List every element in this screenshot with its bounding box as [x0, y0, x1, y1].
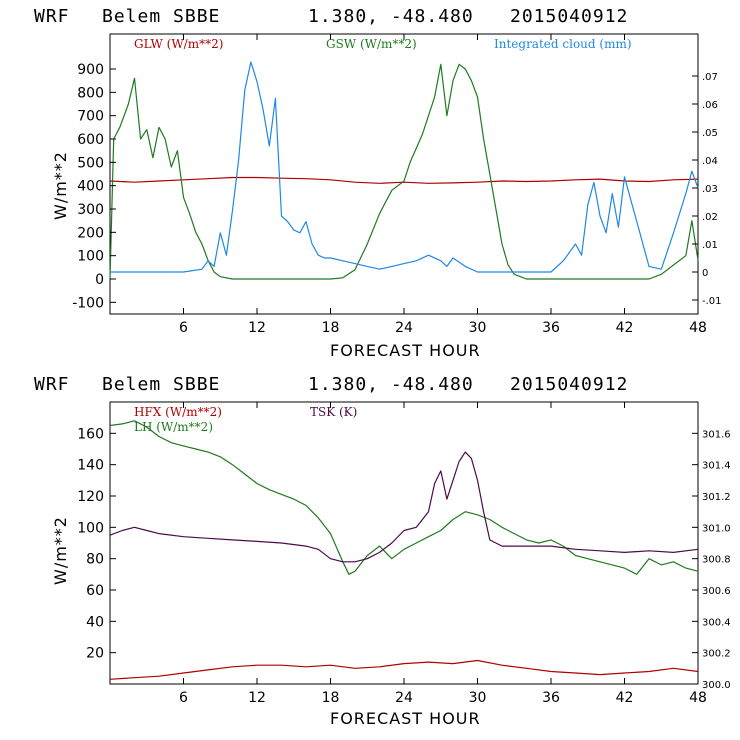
chart1-legend: GLW (W/m**2) GSW (W/m**2) Integrated clo… [134, 37, 632, 51]
chart2-y2tick-label: 300.2 [702, 649, 731, 660]
chart2-ytick-label: 160 [77, 426, 104, 442]
chart1-y2tick-label: .06 [702, 100, 718, 111]
chart1-y2tick-label: .07 [702, 72, 718, 83]
chart1-xtick-label: 42 [616, 320, 634, 336]
chart2-y2tick-label: 300.4 [702, 617, 731, 628]
chart2-xtick-label: 48 [689, 690, 707, 706]
chart1-xlabel: FORECAST HOUR [330, 341, 481, 360]
chart1-header-model: WRF [34, 6, 70, 27]
chart1-ytick-label: 900 [77, 62, 104, 78]
chart1-xtick-label: 6 [179, 320, 188, 336]
chart2-xtick-label: 18 [322, 690, 340, 706]
chart1-ytick-label: 600 [77, 132, 104, 148]
chart2-series-hfx-line [109, 659, 699, 680]
chart2-ytick-label: 60 [86, 583, 104, 599]
chart2-xtick-label: 6 [179, 690, 188, 706]
chart1-ytick-label: 400 [77, 179, 104, 195]
chart2-legend-hfx: HFX (W/m**2) [134, 405, 222, 419]
chart2-xtick-label: 12 [248, 690, 266, 706]
chart1-header-init: 2015040912 [510, 6, 628, 27]
chart2-xtick-label: 30 [469, 690, 487, 706]
chart1-xtick-label: 30 [469, 320, 487, 336]
chart2-y2tick-label: 300.6 [702, 586, 731, 597]
chart2-ytick-label: 40 [86, 614, 104, 630]
chart1-ytick-label: 100 [77, 249, 104, 265]
chart1-y2tick-label: .03 [702, 184, 718, 195]
chart1-y2tick-label: .02 [702, 212, 718, 223]
chart2-y2tick-label: 301.4 [702, 461, 731, 472]
chart1-ytick-label: 200 [77, 225, 104, 241]
chart2-series-tsk-line [109, 451, 699, 563]
chart2-frame [109, 401, 699, 685]
chart1-y2tick-label: .01 [702, 240, 718, 251]
chart1-xtick-label: 12 [248, 320, 266, 336]
chart1-ytick-label: 0 [95, 272, 104, 288]
chart1-legend-cloud: Integrated cloud (mm) [494, 37, 632, 51]
chart2-ytick-label: 20 [86, 646, 104, 662]
chart2-y2tick-label: 300.0 [702, 680, 731, 691]
chart1-plot-border [109, 33, 699, 315]
chart2-ytick-label: 120 [77, 489, 104, 505]
chart2-ytick-label: 140 [77, 458, 104, 474]
chart1-series-glw-line [109, 176, 699, 184]
chart1-series-gsw-line [109, 63, 699, 280]
chart1-ytick-label: -100 [72, 295, 104, 311]
chart2-legend-tsk: TSK (K) [310, 405, 357, 419]
chart2-header-model: WRF [34, 374, 70, 395]
chart1-ytick-label: 300 [77, 202, 104, 218]
chart1-legend-gsw: GSW (W/m**2) [326, 37, 417, 51]
chart1-y2tick-label: .05 [702, 128, 718, 139]
chart1-xtick-label: 36 [542, 320, 560, 336]
chart1-ylabel: W/m**2 [51, 151, 70, 220]
chart1-frame [109, 33, 699, 315]
chart1-legend-glw: GLW (W/m**2) [134, 37, 223, 51]
chart2-header: WRF Belem SBBE 1.380, -48.480 2015040912 [34, 374, 628, 395]
chart2-header-station: Belem SBBE [102, 374, 220, 395]
chart2-header-coords: 1.380, -48.480 [308, 374, 474, 395]
chart2-legend: HFX (W/m**2) LH (W/m**2) TSK (K) [134, 405, 357, 434]
chart1-y2tick-label: .04 [702, 156, 718, 167]
chart1-xtick-label: 18 [322, 320, 340, 336]
chart2-header-init: 2015040912 [510, 374, 628, 395]
chart2-ytick-label: 100 [77, 520, 104, 536]
chart2-ticks: 6 12 18 24 30 36 42 48 20 40 60 80 100 120 140 160 300.0… [77, 402, 731, 706]
chart2-ylabel: W/m**2 [51, 516, 70, 585]
chart1-ticks: 6 12 18 24 30 36 42 48 -100 0 100 200 300 400 500 600 70… [72, 34, 722, 336]
chart1-xtick-label: 24 [395, 320, 413, 336]
chart2-y2tick-label: 301.0 [702, 523, 731, 534]
chart1-series-integrated-line [110, 61, 699, 273]
chart1-ytick-label: 700 [77, 109, 104, 125]
chart2-xtick-label: 24 [395, 690, 413, 706]
chart2-y2tick-label: 301.2 [702, 492, 731, 503]
chart1-y2tick-label: 0 [702, 268, 708, 279]
chart1-xtick-label: 48 [689, 320, 707, 336]
chart2-series-lh-line [109, 420, 699, 575]
chart1-y2tick-label: -.01 [702, 296, 722, 307]
chart2-ytick-label: 80 [86, 552, 104, 568]
chart2-y2tick-label: 301.6 [702, 429, 731, 440]
chart2-xtick-label: 36 [542, 690, 560, 706]
chart1-header-coords: 1.380, -48.480 [308, 6, 474, 27]
chart2-plot-border [109, 401, 699, 685]
chart1-header: WRF Belem SBBE 1.380, -48.480 2015040912 [34, 6, 628, 27]
chart1-series [109, 61, 699, 280]
chart2-xtick-label: 42 [616, 690, 634, 706]
chart2-legend-lh: LH (W/m**2) [134, 420, 213, 434]
chart2-series [109, 420, 699, 680]
chart1-header-station: Belem SBBE [102, 6, 220, 27]
chart1-ytick-label: 800 [77, 85, 104, 101]
chart1-ytick-label: 500 [77, 155, 104, 171]
chart2-xlabel: FORECAST HOUR [330, 709, 481, 728]
chart2-y2tick-label: 300.8 [702, 555, 731, 566]
